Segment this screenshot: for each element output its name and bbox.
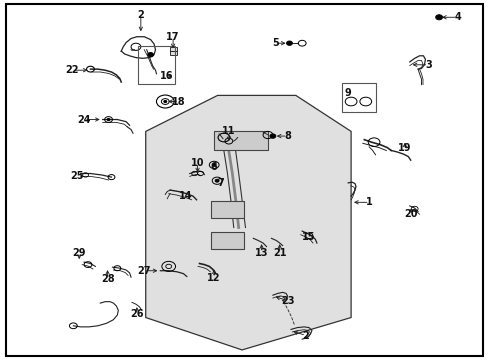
Text: 23: 23 (280, 296, 294, 306)
Text: 12: 12 (207, 273, 221, 283)
Text: 26: 26 (130, 309, 143, 319)
Text: 19: 19 (397, 143, 411, 153)
Text: 2: 2 (137, 10, 144, 20)
Bar (214, 131, 267, 150)
Bar (170, 47, 177, 55)
Circle shape (435, 15, 442, 20)
Text: 6: 6 (210, 162, 217, 172)
Bar (342, 83, 375, 112)
Text: 14: 14 (179, 191, 192, 201)
Text: 10: 10 (190, 158, 204, 168)
Text: 24: 24 (77, 114, 91, 125)
Bar (211, 232, 244, 249)
Text: 27: 27 (137, 266, 151, 276)
Text: 9: 9 (344, 88, 351, 98)
Text: 3: 3 (424, 60, 431, 70)
Bar (138, 46, 174, 84)
Text: 4: 4 (453, 12, 460, 22)
Polygon shape (145, 95, 350, 350)
Text: 28: 28 (101, 274, 114, 284)
Text: 11: 11 (222, 126, 235, 136)
Text: 2: 2 (302, 330, 309, 341)
Text: 29: 29 (72, 248, 86, 258)
Text: 22: 22 (65, 65, 79, 75)
Bar (211, 201, 244, 218)
Text: 16: 16 (159, 71, 173, 81)
Text: 18: 18 (172, 96, 185, 107)
Text: 5: 5 (271, 38, 278, 48)
Text: 21: 21 (272, 248, 286, 258)
Text: 25: 25 (70, 171, 84, 181)
Circle shape (215, 179, 219, 182)
Circle shape (163, 100, 166, 103)
Text: 20: 20 (403, 209, 417, 219)
Circle shape (147, 53, 153, 57)
Text: 15: 15 (302, 232, 315, 242)
Text: 8: 8 (284, 131, 290, 141)
Circle shape (212, 163, 216, 166)
Text: 7: 7 (217, 178, 224, 188)
Circle shape (107, 118, 110, 121)
Text: 13: 13 (254, 248, 268, 258)
Text: 1: 1 (366, 197, 372, 207)
Circle shape (286, 41, 292, 45)
Circle shape (269, 134, 275, 138)
Text: 17: 17 (166, 32, 180, 42)
